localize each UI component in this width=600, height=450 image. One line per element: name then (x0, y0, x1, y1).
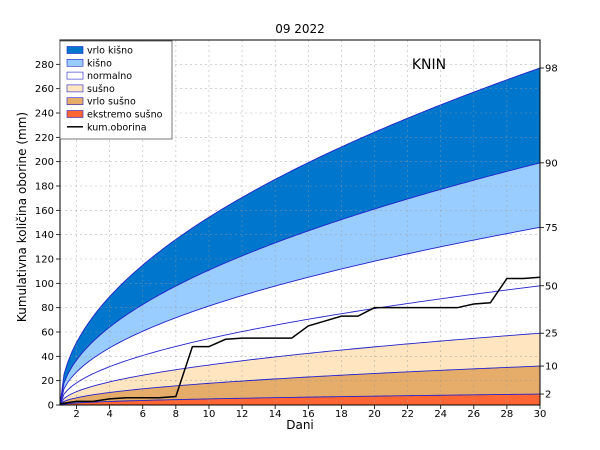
percentile-line-50 (59, 285, 541, 406)
y-tick-label: 80 (41, 303, 54, 314)
x-tick-label: 6 (140, 409, 146, 420)
percentile-line-2 (59, 393, 541, 406)
legend-label: vrlo sušno (87, 97, 136, 108)
band-normalno (60, 227, 540, 405)
percentile-label: 25 (545, 329, 558, 340)
legend-swatch (66, 97, 84, 105)
percentile-line-98 (59, 67, 541, 406)
band-ekstremo-sušno (60, 394, 540, 405)
legend-swatch (66, 84, 84, 93)
y-tick-label: 260 (35, 84, 54, 95)
percentile-line-10 (59, 365, 541, 406)
legend-swatch (66, 110, 84, 118)
band-sušno (60, 333, 540, 405)
y-tick-label: 40 (41, 352, 54, 363)
legend-label: ekstremo sušno (87, 110, 163, 121)
x-tick-label: 12 (236, 409, 249, 420)
series-line-kum-oborina (59, 276, 541, 405)
percentile-line-25 (59, 332, 541, 406)
y-tick-label: 140 (35, 230, 54, 241)
y-tick-label: 120 (35, 255, 54, 266)
legend-label: kišno (87, 58, 112, 69)
x-tick-label: 14 (269, 409, 282, 420)
percentile-label: 10 (545, 362, 558, 373)
grid-layer (60, 40, 541, 405)
x-tick-label: 18 (335, 409, 348, 420)
band-vrlo-kišno (60, 67, 540, 405)
plot-frame (59, 39, 541, 406)
x-tick-label: 16 (302, 409, 315, 420)
y-tick-label: 220 (35, 133, 54, 144)
series-layer (59, 276, 541, 405)
axes-layer: 2 4 6 8 10 12 14 16 18 20 22 24 26 28 3002040608010012… (35, 39, 558, 420)
x-tick-label: 8 (173, 409, 179, 420)
x-tick-label: 4 (106, 409, 112, 420)
x-tick-label: 22 (401, 409, 414, 420)
y-tick-label: 200 (35, 157, 54, 168)
y-tick-label: 240 (35, 109, 54, 120)
x-tick-label: 2 (73, 409, 79, 420)
y-tick-label: 0 (48, 401, 54, 412)
legend-swatch (66, 46, 84, 54)
x-tick-label: 24 (434, 409, 447, 420)
chart-title: 09 2022 (275, 22, 325, 36)
legend-label: sušno (87, 84, 115, 95)
percentile-label: 75 (545, 223, 558, 234)
x-tick-label: 10 (203, 409, 216, 420)
percentile-line-75 (59, 226, 541, 406)
legend-swatch (66, 58, 84, 67)
y-axis-label: Kumulativna količina oborine (mm) (15, 112, 29, 322)
legend-label: vrlo kišno (87, 46, 133, 57)
y-tick-label: 180 (35, 182, 54, 193)
percentile-layer (59, 67, 541, 406)
y-tick-label: 60 (41, 328, 54, 339)
x-tick-label: 20 (368, 409, 381, 420)
x-axis-label: Dani (286, 418, 314, 432)
y-tick-label: 100 (35, 279, 54, 290)
legend-swatch (66, 71, 84, 80)
percentile-label: 2 (545, 390, 551, 401)
legend-label: normalno (87, 71, 132, 82)
x-tick-label: 30 (534, 409, 547, 420)
x-tick-label: 26 (467, 409, 480, 420)
y-tick-label: 160 (35, 206, 54, 217)
percentile-label: 98 (545, 63, 558, 74)
percentile-label: 50 (545, 281, 558, 292)
legend-label: kum.oborina (87, 122, 147, 133)
y-tick-label: 280 (35, 60, 54, 71)
x-tick-label: 28 (501, 409, 514, 420)
band-kišno (60, 162, 540, 405)
percentile-line-90 (59, 162, 541, 406)
station-label: KNIN (412, 57, 446, 73)
y-tick-label: 20 (41, 376, 54, 387)
bands-layer (60, 67, 540, 405)
percentile-label: 90 (545, 158, 558, 169)
